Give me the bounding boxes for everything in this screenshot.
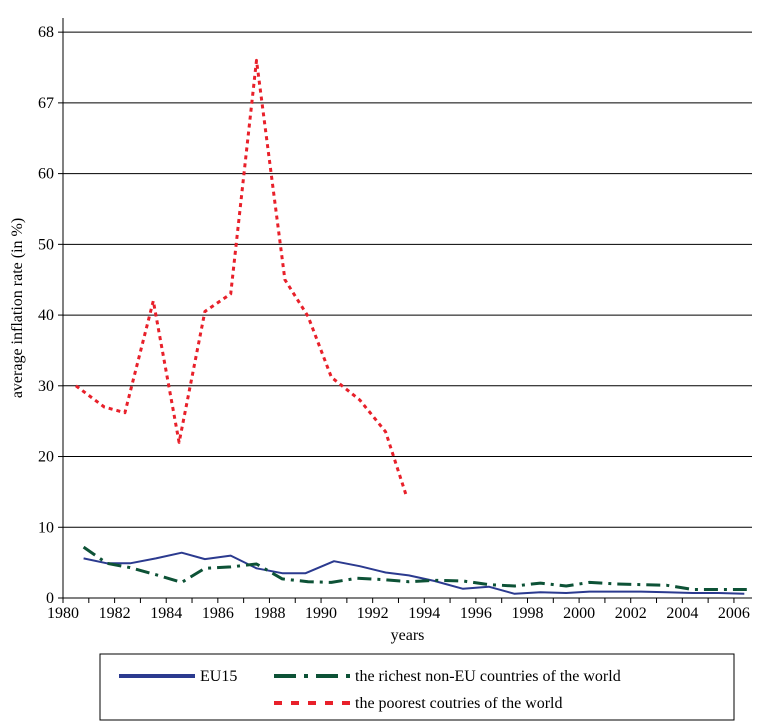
x-tick-label: 2006 [718,605,750,622]
x-tick-label: 2002 [615,605,647,622]
axes [62,18,752,599]
series-line-1 [82,545,747,591]
legend-box [99,653,735,721]
series-lines [75,58,747,595]
legend-label-2: the poorest coutries of the world [355,695,563,712]
x-tick-label: 2000 [563,605,595,622]
series-line-0 [83,551,745,595]
legend-label-0: EU15 [200,668,237,685]
legend: EU15 the richest non-EU countries of the … [99,653,735,721]
y-tick-label: 10 [38,519,54,536]
series-line-2 [75,58,408,496]
x-tick-label: 1992 [357,605,389,622]
x-tick-label: 1986 [202,605,234,622]
y-tick-label: 20 [38,449,54,466]
legend-label-1: the richest non-EU countries of the worl… [355,668,621,685]
x-axis-title: years [391,627,425,644]
y-tick-label: 68 [38,24,54,41]
x-tick-label: 1998 [511,605,543,622]
x-tick-label: 1980 [47,605,79,622]
y-tick-label: 60 [38,166,54,183]
y-tick-label: 67 [38,95,54,112]
y-axis-title: average inflation rate (in %) [9,218,26,398]
y-tick-label: 30 [38,378,54,395]
x-tick-label: 1982 [99,605,131,622]
x-tick-label: 1996 [460,605,492,622]
x-tick-label: 2004 [666,605,698,622]
y-tick-label: 50 [38,236,54,253]
x-tick-label: 1988 [253,605,285,622]
y-tick-label: 40 [38,307,54,324]
x-tick-label: 1994 [408,605,440,622]
x-tick-label: 1990 [305,605,337,622]
gridlines [63,31,752,528]
x-tick-label: 1984 [150,605,182,622]
y-tick-label: 0 [46,590,54,607]
tick-labels: 0 10 20 30 40 50 60 67 68 1980 1982 1984 1986 1988 199… [38,24,750,622]
